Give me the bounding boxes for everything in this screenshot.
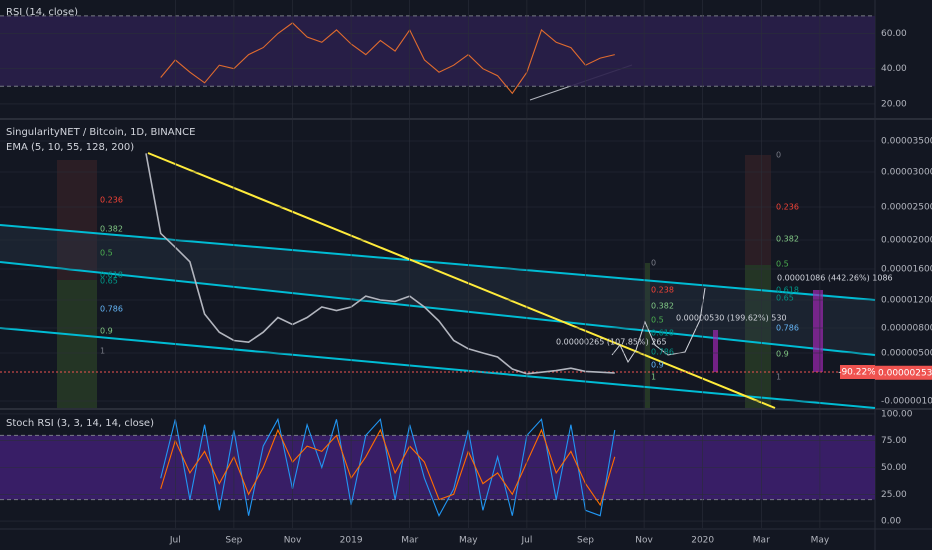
fib-label: 0.786 xyxy=(100,305,123,314)
indicator-title: EMA (5, 10, 55, 128, 200) xyxy=(6,142,134,153)
y-tick-label: 0.00001600 xyxy=(881,265,932,275)
y-tick-label: 20.00 xyxy=(881,99,907,109)
series-line xyxy=(160,428,616,507)
fib-zone xyxy=(57,160,97,280)
fib-label: 0.382 xyxy=(776,235,799,244)
change-badge xyxy=(840,365,875,379)
x-tick-label: Nov xyxy=(635,536,653,546)
fib-zone xyxy=(57,280,97,408)
y-tick-label: 0.00 xyxy=(881,517,901,527)
x-tick-label: Sep xyxy=(577,536,594,546)
x-tick-label: 2020 xyxy=(691,536,714,546)
pane-title: SingularityNET / Bitcoin, 1D, BINANCE xyxy=(6,127,195,138)
y-tick-label: 0.00003500 xyxy=(881,137,932,147)
trend-line xyxy=(147,152,776,409)
fib-label: 0 xyxy=(651,259,656,268)
x-tick-label: May xyxy=(459,536,478,546)
level-band xyxy=(0,15,875,87)
change-label: -90.22% xyxy=(838,368,876,378)
pane-title: RSI (14, close) xyxy=(6,7,78,18)
series-line xyxy=(145,153,615,375)
projection-path xyxy=(611,287,706,364)
fib-label: 1 xyxy=(100,347,105,356)
y-tick-label: 50.00 xyxy=(881,463,907,473)
x-tick-label: 2019 xyxy=(340,536,363,546)
fib-zone xyxy=(745,155,771,265)
fib-label: 0.236 xyxy=(100,196,123,205)
fib-label: 0.382 xyxy=(651,302,674,311)
fib-label: 0.9 xyxy=(651,361,664,370)
series-line xyxy=(160,417,616,517)
y-tick-label: 40.00 xyxy=(881,64,907,74)
fib-label: 0.5 xyxy=(100,249,113,258)
fib-label: 0.5 xyxy=(651,316,664,325)
channel-fill xyxy=(0,225,875,355)
y-tick-label: 0.00001200 xyxy=(881,296,932,306)
fib-label: 1 xyxy=(651,373,656,382)
y-tick-label: 25.00 xyxy=(881,490,907,500)
fib-label: 0.382 xyxy=(100,225,123,234)
fib-label: 0.618 xyxy=(776,286,799,295)
pane-title: Stoch RSI (3, 3, 14, 14, close) xyxy=(6,418,154,429)
channel-line xyxy=(0,224,876,301)
fib-label: 0.5 xyxy=(776,260,789,269)
x-tick-label: Mar xyxy=(401,536,418,546)
y-tick-label: 0.00003000 xyxy=(881,168,932,178)
x-tick-label: Nov xyxy=(284,536,302,546)
fib-label: 0 xyxy=(776,151,781,160)
fib-label: 0.236 xyxy=(776,203,799,212)
fib-label: 0.618 xyxy=(100,271,123,280)
y-tick-label: 0.00002000 xyxy=(881,236,932,246)
x-tick-label: May xyxy=(811,536,830,546)
fib-label: 0.65 xyxy=(100,277,118,286)
fib-label: 0.618 xyxy=(651,329,674,338)
fib-zone xyxy=(645,263,650,408)
y-tick-label: 60.00 xyxy=(881,29,907,39)
y-tick-label: 0.00000500 xyxy=(881,349,932,359)
y-tick-label: 75.00 xyxy=(881,436,907,446)
measure-bar xyxy=(713,330,718,372)
measure-label: 0.00001086 (442.26%) 1086 xyxy=(777,274,893,283)
y-tick-label: 0.00002500 xyxy=(881,203,932,213)
y-tick-label: 0.00000800 xyxy=(881,324,932,334)
channel-line xyxy=(0,327,876,409)
measure-label: 0.00000265 (107.85%) 265 xyxy=(556,338,667,347)
fib-label: 0.65 xyxy=(776,294,794,303)
x-tick-label: Mar xyxy=(753,536,770,546)
fib-label: 0.9 xyxy=(100,327,113,336)
measure-label: 0.00000530 (199.62%) 530 xyxy=(676,314,787,323)
last-price-label: 0.00000253 xyxy=(878,368,932,378)
fib-label: 0.786 xyxy=(651,348,674,357)
x-tick-label: Jul xyxy=(520,536,532,546)
fib-label: 0.9 xyxy=(776,350,789,359)
measure-bar xyxy=(813,290,823,372)
channel-line xyxy=(0,261,876,356)
fib-label: 0.786 xyxy=(776,324,799,333)
fib-label: 1 xyxy=(776,373,781,382)
y-tick-label: 100.00 xyxy=(881,409,913,419)
fib-label: 0.238 xyxy=(651,286,674,295)
y-tick-label: -0.00000100 xyxy=(881,397,932,407)
x-tick-label: Sep xyxy=(225,536,242,546)
last-price-badge xyxy=(875,365,932,380)
x-tick-label: Jul xyxy=(169,536,181,546)
series-line xyxy=(160,22,615,95)
